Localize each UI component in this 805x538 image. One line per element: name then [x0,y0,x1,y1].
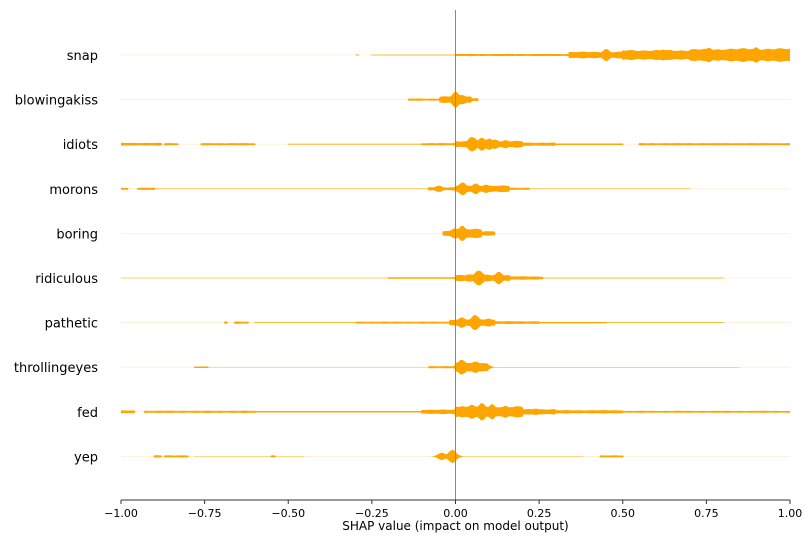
x-tick-label: 0.75 [694,507,719,520]
x-tick-label: −0.50 [271,507,305,520]
feature-label: fed [77,406,98,421]
x-tick-label: 0.00 [443,507,468,520]
x-tick-label: 0.50 [611,507,636,520]
feature-label: ridiculous [35,272,98,287]
feature-label: idiots [63,138,99,153]
x-tick-label: −0.75 [188,507,222,520]
x-axis: −1.00 −0.75 −0.50 −0.25 0.00 0.25 0.50 0.75 1.00 [104,499,803,520]
feature-label: yep [74,450,98,465]
x-axis-title: SHAP value (impact on model output) [342,519,569,533]
feature-label: pathetic [45,317,98,332]
x-tick-label: 1.00 [778,507,803,520]
feature-label: blowingakiss [15,94,98,109]
feature-label: boring [56,227,98,242]
feature-labels: snap blowingakiss idiots morons boring ridicu… [14,49,98,465]
x-tick-label: −0.25 [355,507,389,520]
x-tick-label: −1.00 [104,507,138,520]
feature-label: throllingeyes [14,361,98,376]
feature-label: snap [67,49,98,64]
x-tick-label: 0.25 [527,507,552,520]
feature-label: morons [49,183,98,198]
